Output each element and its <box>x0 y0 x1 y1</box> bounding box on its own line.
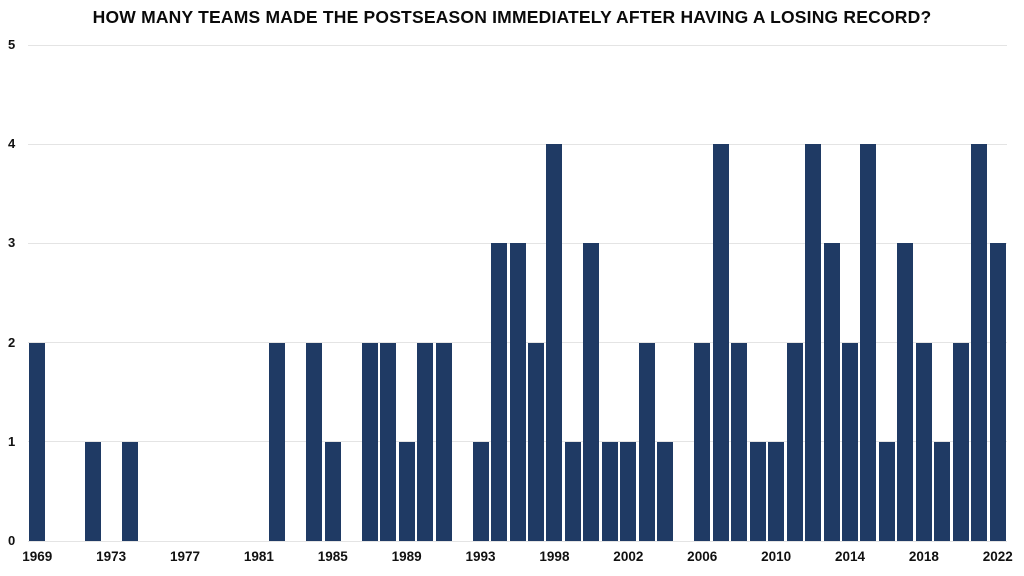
x-axis-tick-label: 1981 <box>243 549 274 564</box>
bar-1984 <box>306 342 323 541</box>
bar-2009 <box>749 441 766 541</box>
bar-1991 <box>435 342 452 541</box>
bar-2007 <box>712 144 729 541</box>
y-axis-tick-label: 1 <box>8 433 16 449</box>
bar-2002 <box>620 441 637 541</box>
y-axis-tick-label: 2 <box>8 334 16 350</box>
x-axis-tick-label: 2010 <box>761 549 792 564</box>
bar-1988 <box>380 342 397 541</box>
gridline-4 <box>28 143 1007 145</box>
x-axis-tick-label: 1973 <box>96 549 127 564</box>
x-axis-tick-label: 2002 <box>613 549 644 564</box>
gridline-5 <box>28 44 1007 46</box>
bar-2016 <box>878 441 895 541</box>
bar-1972 <box>84 441 101 541</box>
bar-2003 <box>638 342 655 541</box>
x-axis-tick-label: 1989 <box>391 549 422 564</box>
bar-2010 <box>768 441 785 541</box>
bar-2013 <box>823 243 840 541</box>
bar-2000 <box>583 243 600 541</box>
bar-1998 <box>546 144 563 541</box>
gridline-0 <box>28 540 1007 542</box>
bar-1997 <box>527 342 544 541</box>
bar-1995 <box>491 243 508 541</box>
bar-1989 <box>398 441 415 541</box>
bar-2014 <box>841 342 858 541</box>
y-axis-tick-label: 3 <box>8 235 16 251</box>
x-axis-tick-label: 2006 <box>687 549 718 564</box>
bar-2020 <box>952 342 969 541</box>
bar-1985 <box>324 441 341 541</box>
bar-2015 <box>860 144 877 541</box>
bar-2018 <box>915 342 932 541</box>
bar-1999 <box>564 441 581 541</box>
x-axis-tick-label: 2018 <box>908 549 939 564</box>
bar-2022 <box>989 243 1006 541</box>
bar-2021 <box>971 144 988 541</box>
bar-1974 <box>121 441 138 541</box>
bar-1982 <box>269 342 286 541</box>
x-axis-tick-label: 1985 <box>317 549 348 564</box>
bar-1987 <box>361 342 378 541</box>
chart-title: HOW MANY TEAMS MADE THE POSTSEASON IMMED… <box>92 7 932 27</box>
y-axis-tick-label: 4 <box>8 136 16 152</box>
x-axis-tick-label: 2014 <box>834 549 866 564</box>
x-axis-tick-label: 1993 <box>465 549 496 564</box>
bar-1969 <box>29 342 46 541</box>
x-axis-tick-label: 1969 <box>22 549 53 564</box>
bar-1990 <box>417 342 434 541</box>
bar-1996 <box>509 243 526 541</box>
y-axis-tick-label: 5 <box>8 37 16 52</box>
bar-2012 <box>805 144 822 541</box>
bar-1993 <box>472 441 489 541</box>
bar-2001 <box>601 441 618 541</box>
bar-2017 <box>897 243 914 541</box>
y-axis-tick-label: 0 <box>8 533 16 548</box>
bar-2011 <box>786 342 803 541</box>
bar-2006 <box>694 342 711 541</box>
bar-2008 <box>731 342 748 541</box>
x-axis-tick-label: 2022 <box>982 549 1013 564</box>
x-axis-tick-label: 1977 <box>169 549 201 564</box>
x-axis-tick-label: 1998 <box>539 549 570 564</box>
bar-2004 <box>657 441 674 541</box>
bar-2019 <box>934 441 951 541</box>
